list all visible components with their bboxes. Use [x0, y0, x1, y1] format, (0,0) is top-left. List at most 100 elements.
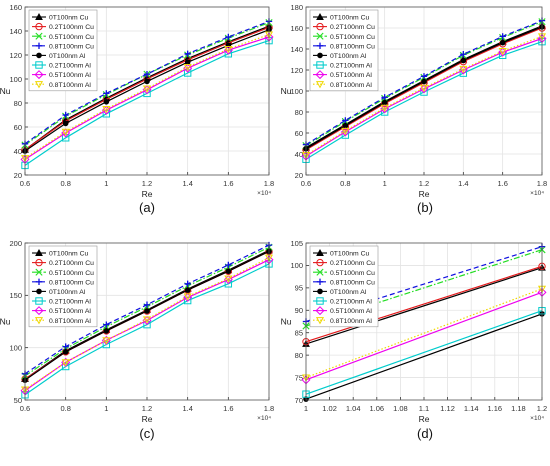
chart-panel: 0.6 0.8 1 1.2 1.4 1.6 1.8 20 40 60 80 100 120 140 160 1… [281, 3, 548, 215]
data-point [184, 50, 191, 57]
data-point [225, 33, 232, 41]
legend-marker [316, 22, 324, 31]
series-line [305, 267, 543, 345]
y-tick-label: 70 [295, 396, 303, 405]
y-tick-label: 100 [290, 261, 303, 270]
data-point [62, 349, 69, 355]
series-line [305, 313, 543, 400]
legend-marker [316, 12, 324, 20]
data-point [142, 85, 152, 93]
x-tick-label: 1.4 [182, 179, 192, 188]
legend-label: 0T100nm Al [330, 53, 367, 60]
y-tick-label: 50 [14, 396, 22, 405]
series-line [305, 310, 543, 395]
x-tick-label: 0.6 [20, 404, 30, 413]
data-point [419, 84, 429, 93]
data-point [420, 73, 428, 80]
chart-panel: 0.6 0.8 1 1.2 1.4 1.6 1.8 50 100 150 200 0T100nm Cu… [0, 239, 274, 441]
legend-label: 0.8T100nm Cu [49, 279, 94, 286]
data-point [143, 301, 151, 308]
y-tick-label: 85 [295, 329, 303, 338]
axes-frame [24, 242, 270, 401]
x-tick-label: 0.8 [340, 179, 350, 188]
y-tick-label: 40 [14, 147, 22, 156]
x-tick-label: 1.4 [182, 404, 192, 413]
panel-label: (c) [139, 426, 154, 441]
legend-marker [316, 297, 324, 305]
x-tick-label: 1.2 [142, 179, 152, 188]
y-tick-label: 140 [290, 45, 303, 54]
data-point [61, 128, 71, 138]
data-point [499, 39, 506, 46]
legend-marker [34, 306, 44, 316]
legend-marker [35, 278, 43, 285]
series-line [305, 291, 543, 381]
x-tick-label: 1 [304, 404, 308, 413]
data-point [143, 71, 151, 78]
data-point [381, 94, 388, 101]
x-multiplier: ×10⁴ [257, 415, 271, 422]
legend-marker [317, 288, 323, 295]
data-point [340, 127, 350, 137]
data-point [224, 275, 233, 283]
legend-label: 0.5T100nm Al [49, 72, 91, 79]
legend-label: 0.2T100nm Cu [49, 260, 94, 267]
x-multiplier: ×10⁴ [530, 415, 544, 422]
legend-marker [34, 317, 44, 325]
legend-label: 0.8T100nm Al [330, 318, 372, 325]
legend-marker [316, 278, 324, 285]
legend-marker [35, 61, 43, 69]
legend-marker [36, 288, 42, 295]
y-tick-label: 150 [9, 291, 22, 300]
legend-marker [315, 306, 325, 316]
y-axis-label: Nu [0, 317, 11, 327]
x-tick-label: 1.04 [346, 404, 361, 413]
legend-marker [315, 317, 325, 325]
x-tick-label: 1.06 [369, 404, 384, 413]
legend-label: 0.2T100nm Cu [49, 24, 94, 31]
x-tick-label: 1.6 [223, 404, 233, 413]
legend-marker [315, 70, 325, 80]
data-point [419, 84, 429, 94]
legend-marker [316, 61, 324, 69]
legend-marker [316, 42, 324, 49]
data-point [225, 268, 232, 275]
axes-frame [305, 242, 543, 401]
data-point [341, 127, 350, 136]
series-line [305, 249, 543, 327]
data-point [380, 104, 390, 114]
y-tick-label: 60 [14, 123, 22, 132]
panel-label: (d) [417, 426, 433, 441]
series-line [24, 36, 270, 160]
y-tick-label: 80 [295, 351, 303, 360]
data-point [223, 275, 233, 285]
panel-label: (a) [139, 200, 155, 215]
x-tick-label: 0.8 [60, 179, 70, 188]
x-multiplier: ×10⁴ [257, 190, 271, 197]
data-point [460, 51, 467, 58]
data-point [61, 362, 70, 371]
data-point [459, 65, 468, 74]
x-tick-label: 1.4 [458, 179, 468, 188]
x-tick-label: 1.18 [511, 404, 526, 413]
x-tick-label: 1.12 [440, 404, 455, 413]
axes-frame [305, 6, 543, 176]
legend-label: 0.2T100nm Al [49, 299, 91, 306]
data-point [142, 316, 152, 324]
data-point [62, 120, 69, 127]
legend-label: 0.2T100nm Al [330, 63, 372, 70]
legend-label: 0.5T100nm Al [330, 72, 372, 79]
data-point [142, 315, 152, 325]
legend-label: 0.8T100nm Cu [330, 279, 375, 286]
data-point [342, 117, 349, 124]
data-point [183, 63, 192, 72]
x-tick-label: 1.08 [393, 404, 408, 413]
data-point [498, 48, 507, 56]
data-point [103, 321, 110, 328]
x-tick-label: 1.6 [497, 179, 507, 188]
data-point [102, 337, 111, 345]
legend-label: 0T100nm Al [49, 53, 86, 60]
x-axis-label: Re [142, 189, 153, 199]
data-point [103, 328, 110, 334]
